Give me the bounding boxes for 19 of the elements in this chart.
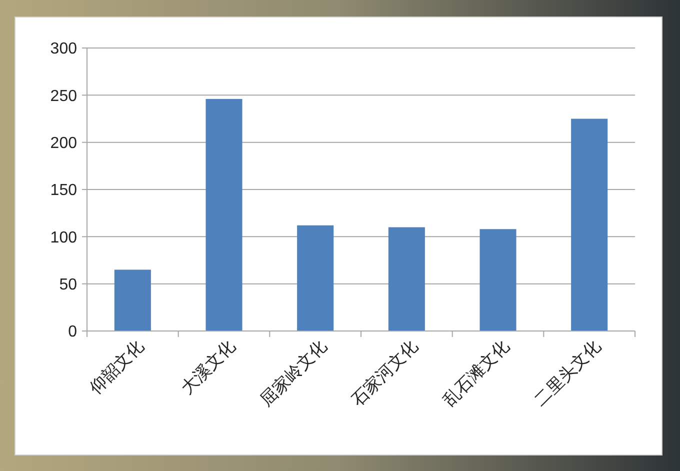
y-tick-label: 100 bbox=[50, 229, 78, 246]
bar bbox=[114, 270, 151, 331]
x-tick-label: 乱石滩文化 bbox=[439, 336, 513, 410]
x-tick-label: 仰韶文化 bbox=[86, 336, 148, 398]
x-tick-label: 二里头文化 bbox=[530, 336, 604, 410]
y-tick-label: 50 bbox=[59, 276, 78, 294]
x-tick-label: 大溪文化 bbox=[177, 336, 239, 398]
bar bbox=[480, 229, 516, 331]
bar bbox=[206, 98, 242, 331]
y-tick-label: 200 bbox=[50, 134, 78, 152]
bar bbox=[388, 227, 425, 331]
bar bbox=[571, 118, 608, 331]
y-tick-label: 0 bbox=[68, 324, 78, 341]
x-tick-label: 石家河文化 bbox=[348, 336, 422, 410]
y-tick-label: 300 bbox=[50, 40, 78, 58]
x-tick-label: 屈家岭文化 bbox=[256, 336, 330, 410]
y-tick-label: 250 bbox=[50, 88, 78, 105]
bar bbox=[297, 225, 334, 331]
y-tick-label: 150 bbox=[50, 182, 78, 200]
